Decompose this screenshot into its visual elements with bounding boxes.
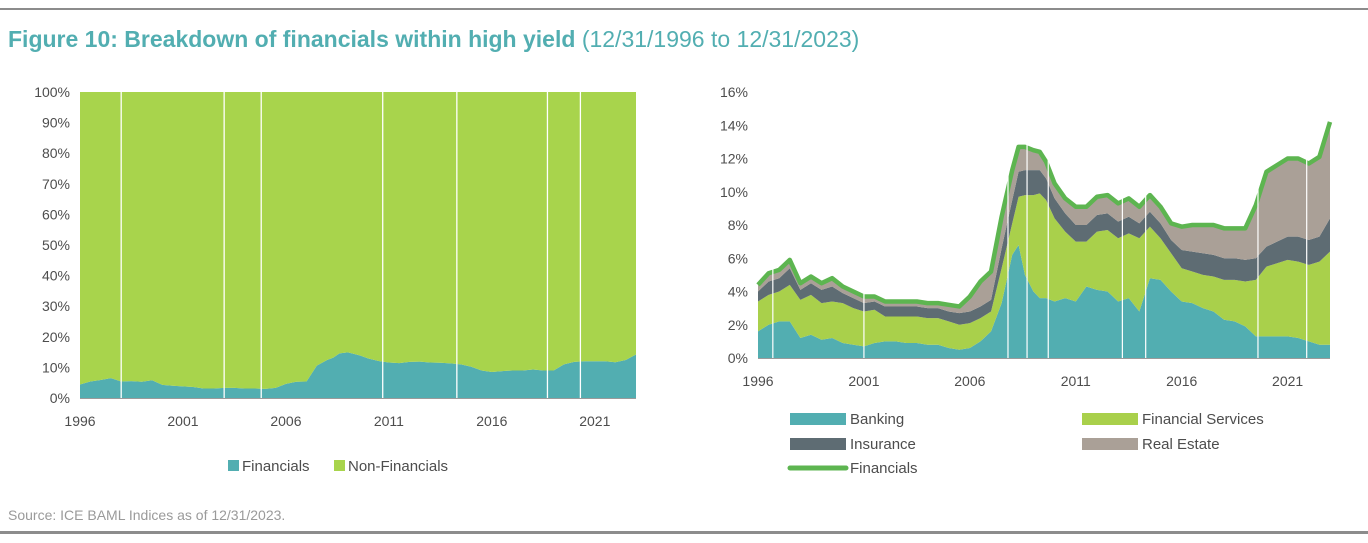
right-chart: 0% 2% 4% 6% 8% 10% 12% 14% 16% 1996 2001 2006 2011 20… bbox=[720, 84, 1333, 477]
y-tick-label: 30% bbox=[42, 298, 70, 314]
x-tick-label: 2001 bbox=[848, 373, 879, 389]
legend-label-banking: Banking bbox=[850, 411, 904, 428]
area-financials bbox=[80, 352, 636, 398]
area-non-financials bbox=[80, 92, 636, 389]
y-tick-label: 16% bbox=[720, 84, 748, 100]
legend-swatch-financial-services bbox=[1082, 413, 1138, 425]
y-tick-label: 6% bbox=[728, 250, 748, 266]
legend-label-financials: Financials bbox=[850, 460, 918, 477]
y-tick-label: 0% bbox=[728, 350, 748, 366]
x-tick-label: 2016 bbox=[1166, 373, 1197, 389]
figure-title: Figure 10: Breakdown of financials withi… bbox=[8, 26, 859, 53]
area-financial-services bbox=[758, 193, 1330, 350]
legend-swatch-banking bbox=[790, 413, 846, 425]
y-tick-label: 50% bbox=[42, 237, 70, 253]
legend-swatch-financials bbox=[228, 460, 239, 471]
y-tick-label: 100% bbox=[34, 84, 70, 100]
figure-title-main: Figure 10: Breakdown of financials withi… bbox=[8, 26, 576, 52]
x-tick-label: 2011 bbox=[374, 413, 404, 429]
x-tick-label: 2011 bbox=[1061, 373, 1091, 389]
area-banking bbox=[758, 244, 1330, 358]
y-tick-label: 4% bbox=[728, 284, 748, 300]
legend-label-non-financials: Non-Financials bbox=[348, 458, 448, 475]
top-rule bbox=[0, 8, 1368, 10]
x-tick-label: 2001 bbox=[167, 413, 198, 429]
x-tick-label: 2006 bbox=[270, 413, 301, 429]
y-tick-label: 40% bbox=[42, 268, 70, 284]
y-tick-label: 10% bbox=[42, 359, 70, 375]
legend-swatch-non-financials bbox=[334, 460, 345, 471]
legend-label-insurance: Insurance bbox=[850, 436, 916, 453]
y-tick-label: 14% bbox=[720, 117, 748, 133]
y-tick-label: 8% bbox=[728, 217, 748, 233]
y-tick-label: 70% bbox=[42, 176, 70, 192]
y-tick-label: 20% bbox=[42, 329, 70, 345]
x-tick-label: 2016 bbox=[476, 413, 507, 429]
y-tick-label: 0% bbox=[50, 390, 70, 406]
y-tick-label: 12% bbox=[720, 151, 748, 167]
x-tick-label: 2021 bbox=[579, 413, 610, 429]
y-tick-label: 80% bbox=[42, 145, 70, 161]
y-tick-label: 10% bbox=[720, 184, 748, 200]
legend-swatch-real-estate bbox=[1082, 438, 1138, 450]
x-tick-label: 1996 bbox=[64, 413, 95, 429]
figure-title-range: (12/31/1996 to 12/31/2023) bbox=[581, 26, 860, 52]
source-note: Source: ICE BAML Indices as of 12/31/202… bbox=[8, 507, 286, 523]
x-tick-label: 2021 bbox=[1272, 373, 1303, 389]
y-tick-label: 90% bbox=[42, 115, 70, 131]
legend-label-financials: Financials bbox=[242, 458, 310, 475]
y-tick-label: 60% bbox=[42, 206, 70, 222]
line-financials bbox=[756, 121, 1333, 309]
legend-label-real-estate: Real Estate bbox=[1142, 436, 1220, 453]
x-tick-label: 2006 bbox=[954, 373, 985, 389]
legend-label-financial-services: Financial Services bbox=[1142, 411, 1264, 428]
x-tick-label: 1996 bbox=[742, 373, 773, 389]
legend-swatch-insurance bbox=[790, 438, 846, 450]
bottom-rule bbox=[0, 531, 1368, 534]
left-chart: 0% 10% 20% 30% 40% 50% 60% 70% 80% 90% 100% 1996 200… bbox=[34, 84, 636, 475]
y-tick-label: 2% bbox=[728, 317, 748, 333]
